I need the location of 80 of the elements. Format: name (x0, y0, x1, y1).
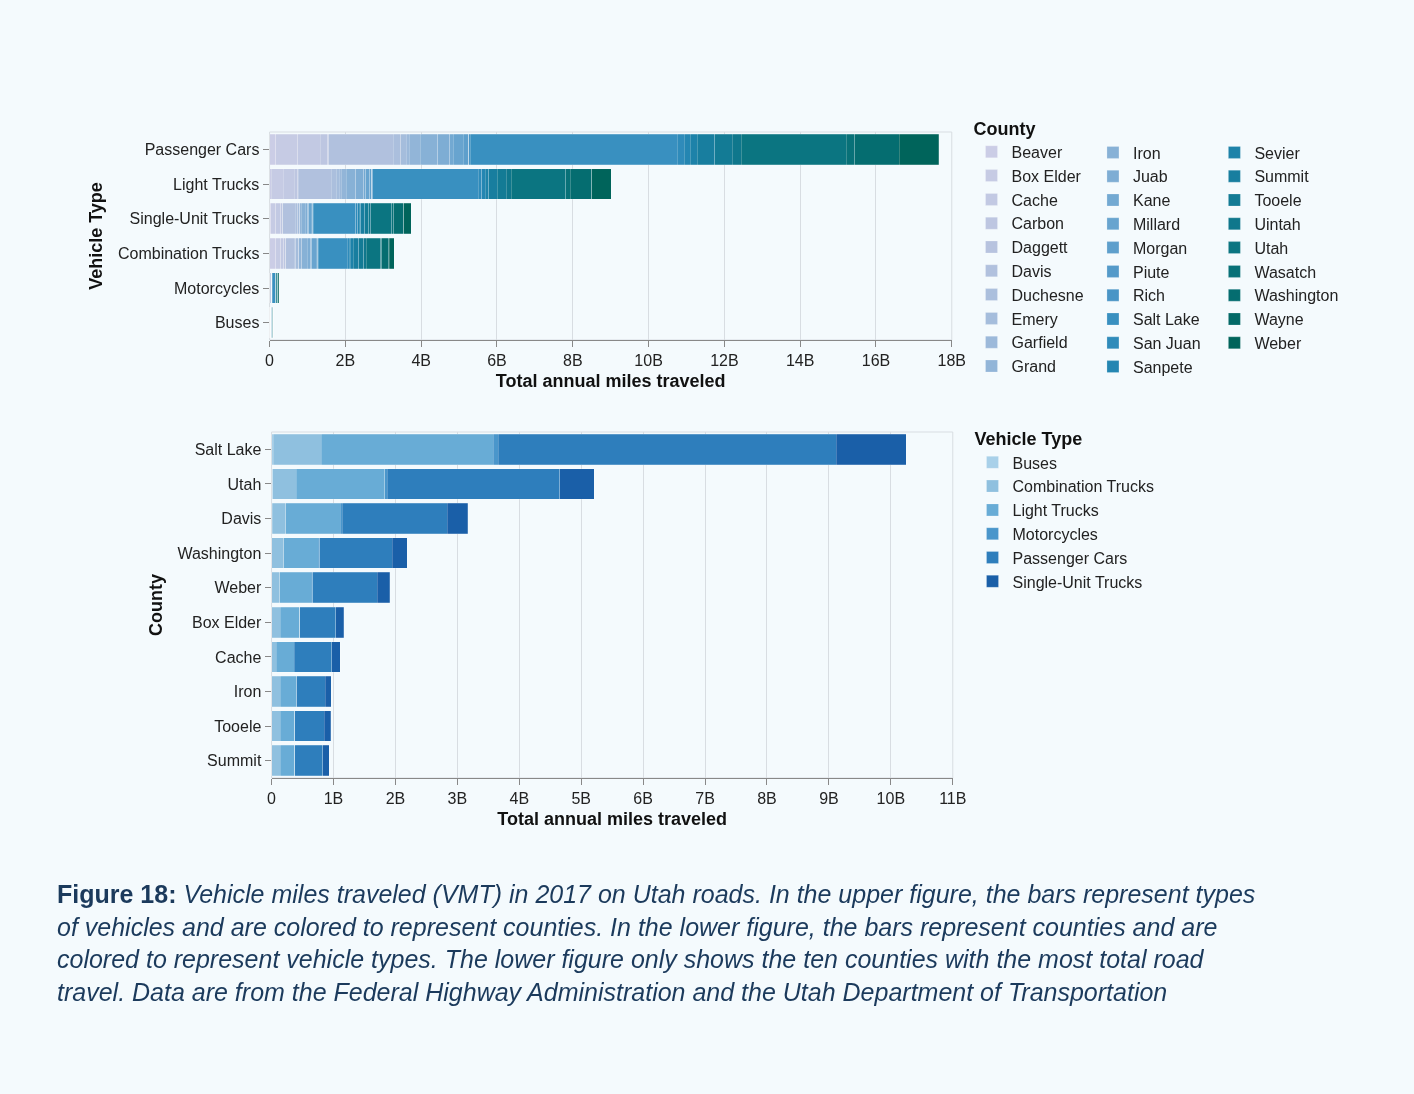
text: Light Trucks (1012, 502, 1099, 520)
caption: Figure 18: Vehicle miles traveled (VMT) in 2017 on Utah roads. In the upper figure, the bars represent types of vehicles and are colored to represent counties. In the lower figure, the bars represent counties and are colored to represent vehicle types. The lower figure only shows the ten counties with the most total road travel. Data are from the Federal Highway Administration and the Utah Department of Transportation (57, 880, 1256, 1006)
x-tick-label: 0 (265, 352, 275, 370)
x-tick-label: 6B (487, 352, 507, 370)
x-tick-label: 0 (267, 790, 277, 808)
x-tick-label: 10B (634, 352, 663, 370)
legend-label: Carbon (1011, 215, 1065, 233)
y-tick-label: Cache (215, 648, 262, 666)
legend-title: Vehicle Type (974, 429, 1083, 450)
legend-label: Beaver (1011, 144, 1063, 162)
legend-label: Wayne (1254, 311, 1304, 329)
y-tick-label: Davis (221, 510, 262, 528)
legend-label: Washington (1254, 287, 1339, 305)
x-tick-label: 18B (937, 352, 967, 370)
y-tick-label: Summit (207, 752, 262, 770)
x-tick-label: 8B (562, 352, 583, 370)
x-tick-label: 8B (757, 790, 777, 808)
x-tick-label: 6B (633, 790, 653, 808)
y-tick-label: Light Trucks (173, 175, 260, 193)
legend-label: Rich (1132, 287, 1165, 305)
y-tick-label: Motorcycles (174, 279, 260, 297)
legend-label: Utah (1254, 239, 1289, 257)
x-axis-title: Total annual miles traveled (497, 809, 728, 830)
x-tick-label: 3B (447, 790, 468, 808)
legend-label: Salt Lake (1132, 311, 1200, 329)
x-axis-title: Total annual miles traveled (495, 371, 726, 392)
y-tick-label: Box Elder (191, 613, 263, 631)
legend-label: Passenger Cars (1012, 549, 1128, 567)
x-tick-label: 10B (876, 790, 906, 808)
legend-label: Emery (1011, 310, 1058, 328)
legend-label: Garfield (1011, 334, 1068, 352)
legend-label: Weber (1254, 335, 1302, 353)
legend-label: Sevier (1254, 144, 1301, 162)
legend-label: Single-Unit Trucks (1012, 573, 1143, 591)
legend-label: Davis (1011, 263, 1052, 281)
x-tick-label: 1B (323, 790, 344, 808)
legend-label: Morgan (1132, 239, 1188, 257)
x-tick-label: 7B (695, 790, 715, 808)
x-tick-label: 5B (571, 790, 591, 808)
legend-label: Uintah (1254, 216, 1301, 234)
y-tick-label: Combination Trucks (117, 244, 260, 262)
y-axis-title: County (145, 574, 166, 636)
legend-label: Grand (1011, 358, 1056, 376)
y-tick-label: Salt Lake (194, 440, 262, 458)
y-tick-label: Single-Unit Trucks (129, 210, 260, 228)
x-tick-label: 4B (411, 352, 431, 370)
text: Buses (1012, 454, 1057, 472)
y-tick-label: Washington (177, 544, 262, 562)
legend-label: Cache (1011, 191, 1058, 209)
x-tick-label: 2B (385, 790, 406, 808)
y-tick-label: Utah (227, 475, 262, 493)
y-tick-label: Iron (233, 683, 262, 701)
y-tick-label: Weber (214, 579, 263, 597)
legend-label: Summit (1254, 168, 1310, 186)
x-tick-label: 4B (509, 790, 530, 808)
legend-label: Tooele (1254, 192, 1302, 210)
legend-label: Duchesne (1011, 286, 1084, 304)
x-tick-label: 11B (939, 790, 967, 808)
text: Combination Trucks (1012, 478, 1154, 496)
legend-label: Millard (1132, 216, 1181, 234)
y-tick-label: Tooele (214, 717, 262, 735)
legend-label: Kane (1132, 192, 1171, 210)
legend-label: Daggett (1011, 239, 1069, 257)
legend-label: Wasatch (1254, 263, 1317, 281)
legend-label: Piute (1132, 263, 1170, 281)
x-tick-label: 16B (861, 352, 891, 370)
text: Motorcycles (1012, 525, 1098, 543)
x-tick-label: 2B (335, 352, 356, 370)
x-tick-label: 14B (785, 352, 815, 370)
legend-label: San Juan (1132, 335, 1201, 353)
legend-label: Box Elder (1011, 167, 1082, 185)
x-tick-label: 9B (819, 790, 839, 808)
legend-label: Sanpete (1132, 358, 1193, 376)
y-axis-title: Vehicle Type (86, 182, 107, 290)
x-tick-label: 12B (710, 352, 739, 370)
legend-label: Iron (1132, 144, 1161, 162)
legend-label: Juab (1132, 168, 1168, 186)
y-tick-label: Buses (214, 314, 260, 332)
legend-title: County (973, 118, 1036, 139)
y-tick-label: Passenger Cars (144, 140, 260, 158)
